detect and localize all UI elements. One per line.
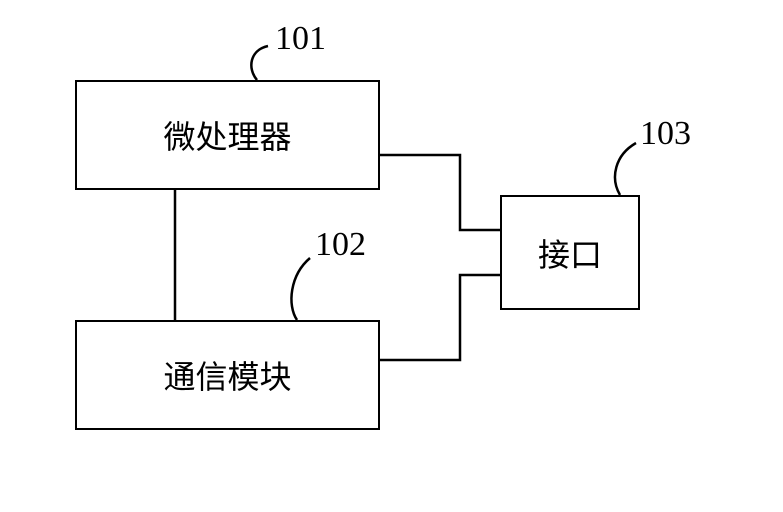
node-microprocessor-label: 微处理器 — [163, 112, 291, 158]
node-microprocessor: 微处理器 — [75, 80, 380, 190]
node-comm-module: 通信模块 — [75, 320, 380, 430]
ref-label-102: 102 — [315, 226, 366, 264]
node-interface-label: 接口 — [538, 230, 602, 276]
node-comm-module-label: 通信模块 — [163, 352, 291, 398]
block-diagram: 微处理器 通信模块 接口 101 102 103 — [0, 0, 783, 512]
node-interface: 接口 — [500, 195, 640, 310]
leader-101 — [251, 46, 268, 80]
edge-comm-to-interface — [380, 275, 500, 360]
connectors-svg — [0, 0, 783, 512]
leader-103 — [615, 143, 636, 195]
leader-102 — [291, 258, 310, 320]
ref-label-101: 101 — [275, 20, 326, 58]
ref-label-103: 103 — [640, 115, 691, 153]
edge-micro-to-interface — [380, 155, 500, 230]
